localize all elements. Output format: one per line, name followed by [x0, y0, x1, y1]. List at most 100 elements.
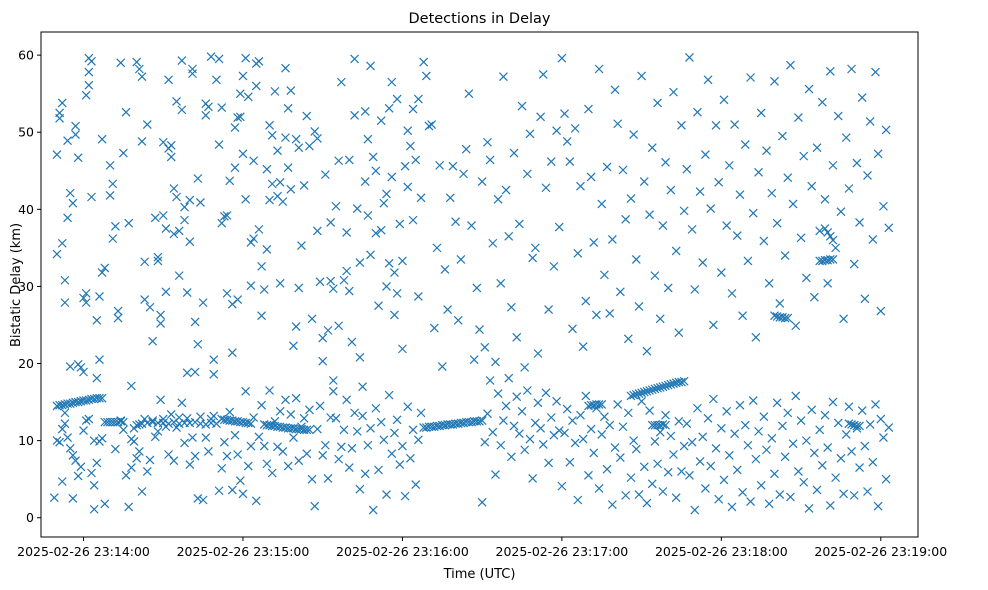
data-point — [868, 457, 878, 467]
data-point — [57, 424, 67, 434]
data-point — [387, 172, 397, 182]
data-point — [831, 243, 841, 253]
data-point — [97, 134, 107, 144]
data-point — [815, 226, 825, 236]
data-point — [254, 56, 264, 66]
data-point — [724, 450, 734, 460]
data-point — [302, 449, 312, 459]
data-point — [754, 426, 763, 436]
data-point — [400, 161, 410, 171]
data-point — [748, 208, 758, 218]
data-point — [538, 69, 548, 79]
data-point — [145, 302, 155, 312]
data-point — [108, 179, 118, 189]
data-point — [360, 177, 370, 186]
data-point — [448, 161, 458, 171]
data-point — [799, 477, 809, 487]
data-point — [493, 389, 503, 399]
data-point — [637, 71, 647, 81]
data-point — [225, 176, 235, 186]
data-point — [124, 502, 134, 512]
data-point — [823, 443, 833, 452]
data-point — [857, 406, 867, 415]
data-point — [201, 110, 211, 120]
data-point — [392, 415, 402, 425]
data-point — [371, 403, 381, 413]
data-point — [249, 156, 259, 166]
data-point — [132, 57, 142, 67]
data-point — [512, 332, 522, 342]
data-point — [87, 468, 96, 478]
data-point — [350, 408, 360, 418]
data-point — [778, 131, 787, 141]
data-point — [453, 315, 463, 325]
data-point — [196, 197, 205, 207]
data-point — [318, 356, 328, 366]
data-point — [81, 288, 91, 298]
data-point — [158, 414, 168, 424]
data-point — [413, 435, 423, 445]
data-point — [833, 111, 843, 121]
data-point — [836, 453, 846, 463]
data-point — [488, 427, 498, 437]
x-tick-label: 2025-02-26 23:17:00 — [496, 544, 629, 559]
data-point — [363, 440, 373, 450]
data-point — [390, 310, 399, 320]
data-point — [804, 504, 814, 513]
data-point — [275, 177, 285, 187]
data-point — [807, 405, 817, 415]
data-point — [92, 315, 102, 325]
data-point — [711, 120, 721, 130]
data-point — [283, 103, 293, 113]
data-point — [807, 181, 817, 191]
data-point — [164, 75, 173, 85]
data-point — [68, 450, 78, 460]
data-point — [387, 77, 397, 87]
data-point — [823, 278, 833, 288]
data-point — [650, 436, 660, 446]
data-point — [320, 170, 330, 180]
data-point — [227, 348, 237, 358]
data-point — [233, 295, 243, 304]
data-point — [626, 194, 636, 203]
data-point — [273, 146, 282, 156]
data-point — [368, 505, 378, 515]
data-point — [491, 357, 500, 367]
data-point — [581, 296, 591, 306]
data-point — [92, 458, 102, 468]
data-point — [863, 487, 872, 496]
data-point — [740, 140, 750, 149]
data-point — [129, 436, 139, 446]
data-point — [828, 397, 838, 407]
data-point — [506, 452, 516, 462]
data-point — [166, 152, 176, 162]
data-point — [339, 425, 349, 435]
data-point — [95, 292, 104, 301]
data-point — [860, 441, 870, 451]
data-point — [246, 281, 256, 291]
data-point — [520, 445, 530, 455]
data-point — [68, 494, 78, 503]
data-point — [110, 444, 120, 454]
data-point — [759, 412, 769, 422]
data-point — [400, 491, 410, 501]
data-point — [392, 288, 402, 298]
data-point — [371, 166, 381, 176]
data-point — [188, 69, 197, 79]
data-point — [865, 117, 875, 126]
data-point — [847, 420, 856, 429]
data-point — [498, 416, 508, 426]
data-point — [459, 169, 468, 179]
data-point — [100, 263, 110, 273]
data-point — [116, 416, 126, 426]
data-point — [724, 160, 734, 170]
data-point — [254, 432, 264, 442]
data-point — [281, 63, 290, 73]
data-point — [496, 440, 506, 450]
data-point — [645, 406, 655, 415]
x-tick-label: 2025-02-26 23:15:00 — [177, 544, 310, 559]
data-point — [297, 422, 306, 432]
data-point — [81, 396, 91, 405]
data-point — [788, 199, 798, 209]
data-point — [520, 362, 530, 372]
